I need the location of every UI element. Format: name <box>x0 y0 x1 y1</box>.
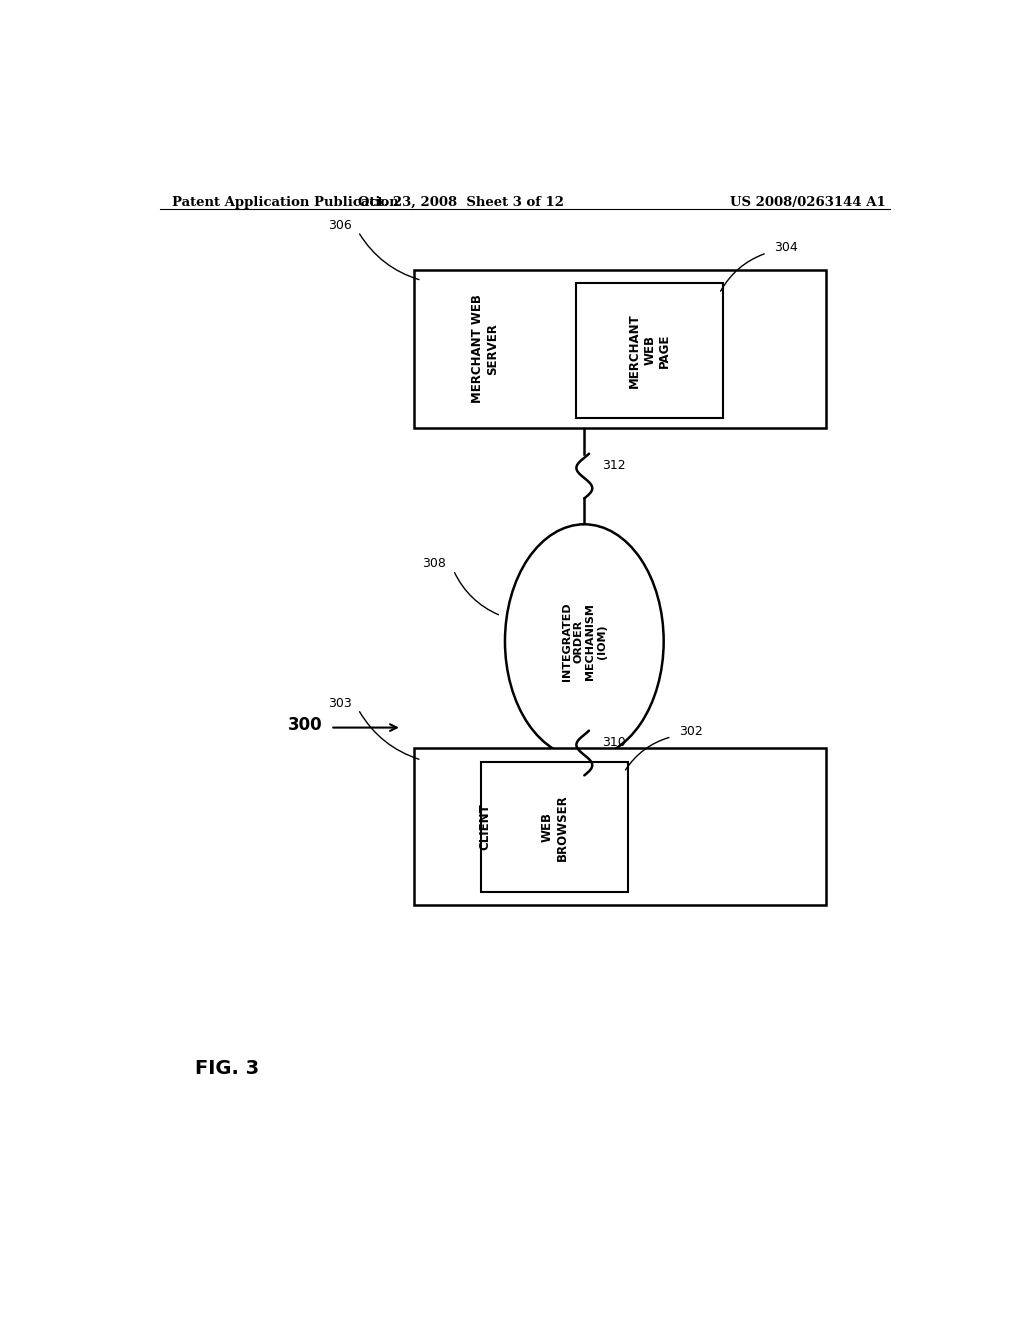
FancyBboxPatch shape <box>577 284 723 417</box>
FancyBboxPatch shape <box>414 748 826 906</box>
Text: MERCHANT WEB
SERVER: MERCHANT WEB SERVER <box>471 294 499 404</box>
Text: Patent Application Publication: Patent Application Publication <box>172 195 398 209</box>
Text: INTEGRATED
ORDER
MECHANISM
(IOM): INTEGRATED ORDER MECHANISM (IOM) <box>562 602 606 681</box>
Text: 303: 303 <box>328 697 352 710</box>
Text: CLIENT: CLIENT <box>478 804 492 850</box>
Text: 312: 312 <box>602 459 626 473</box>
Ellipse shape <box>505 524 664 758</box>
Text: WEB
BROWSER: WEB BROWSER <box>541 793 568 861</box>
Text: Oct. 23, 2008  Sheet 3 of 12: Oct. 23, 2008 Sheet 3 of 12 <box>358 195 564 209</box>
FancyBboxPatch shape <box>414 271 826 428</box>
Text: FIG. 3: FIG. 3 <box>196 1059 259 1077</box>
Text: 308: 308 <box>422 557 446 570</box>
Text: 300: 300 <box>288 715 323 734</box>
FancyBboxPatch shape <box>481 762 628 892</box>
Text: MERCHANT
WEB
PAGE: MERCHANT WEB PAGE <box>629 313 672 388</box>
Text: 310: 310 <box>602 737 626 750</box>
Text: 304: 304 <box>774 242 798 255</box>
Text: 302: 302 <box>679 725 702 738</box>
Text: 306: 306 <box>328 219 352 232</box>
Text: US 2008/0263144 A1: US 2008/0263144 A1 <box>730 195 886 209</box>
